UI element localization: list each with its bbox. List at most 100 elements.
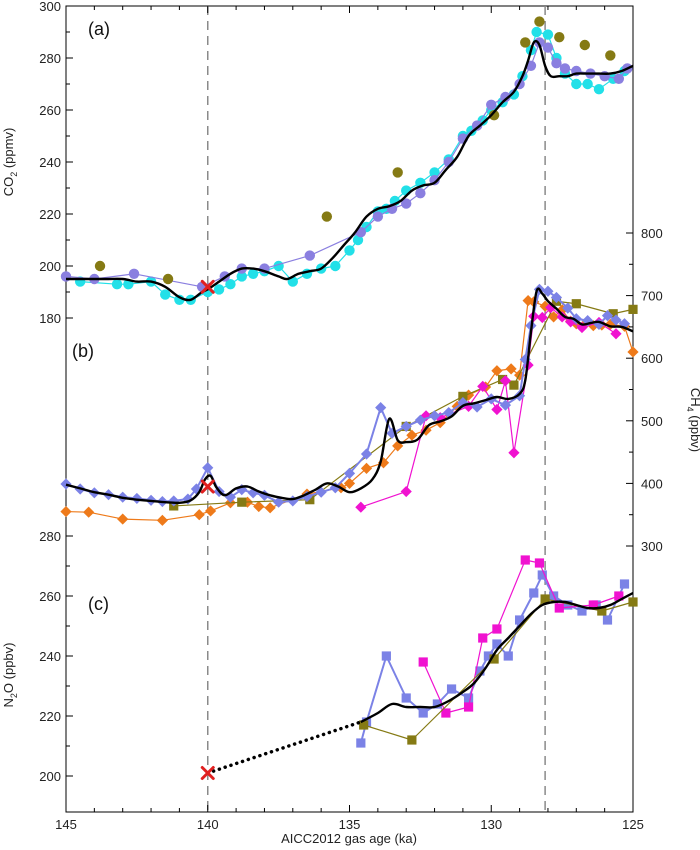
y-tick-label: 500	[641, 414, 663, 429]
purple-circle-marker	[500, 91, 511, 103]
slate-square-marker	[418, 708, 428, 718]
co2-axis-title-sub: 2	[9, 172, 19, 177]
slate-square-marker	[619, 579, 630, 589]
olive-square-marker	[608, 309, 618, 319]
magenta-square-marker	[588, 600, 598, 610]
orange-diamond-marker	[587, 320, 599, 332]
olive-circle-marker	[392, 167, 403, 178]
y-tick-label: 220	[39, 207, 61, 222]
fit-curve	[360, 591, 634, 724]
orange-diamond-marker	[522, 295, 534, 307]
orange-diamond-marker	[83, 506, 95, 518]
cyan-circle-marker	[236, 271, 247, 282]
slate-square-marker	[356, 738, 366, 748]
slate-diamond-marker	[168, 495, 180, 507]
fit-curve	[66, 39, 634, 302]
olive-circle-marker	[94, 260, 106, 272]
olive-circle-marker	[554, 32, 565, 43]
olive-square-marker	[359, 720, 369, 730]
slate-diamond-marker	[131, 492, 143, 505]
slate-diamond-marker	[236, 484, 248, 496]
slate-square-marker	[503, 651, 513, 661]
co2-axis-title-unit: (ppmv)	[1, 128, 16, 172]
ch4-axis-title-unit: (ppbv)	[688, 412, 700, 452]
olive-circle-marker	[605, 50, 616, 61]
slate-square-marker	[381, 651, 391, 661]
olive-circle-marker	[579, 39, 591, 51]
slate-square-marker	[602, 615, 613, 625]
orange-diamond-marker	[117, 513, 129, 525]
magenta-diamond-marker	[499, 375, 512, 387]
co2-axis-title: CO2 (ppmv)	[1, 128, 19, 197]
magenta-diamond-marker	[556, 311, 568, 323]
purple-circle-marker	[304, 250, 316, 261]
magenta-square-marker	[492, 624, 502, 634]
orange-diamond-marker	[204, 505, 217, 517]
cyan-circle-marker	[352, 234, 364, 246]
slate-square-marker	[483, 651, 494, 661]
magenta-square-marker	[520, 555, 530, 565]
slate-diamond-marker	[601, 310, 614, 322]
cyan-circle-marker	[542, 29, 554, 40]
purple-circle-marker	[401, 198, 412, 209]
olive-square-marker	[305, 495, 315, 505]
purple-circle-marker	[542, 42, 554, 53]
y-tick-label: 220	[39, 709, 61, 724]
n2o-axis-title-sub: 2	[9, 693, 19, 698]
orange-diamond-marker	[491, 365, 503, 377]
magenta-diamond-marker	[610, 328, 622, 340]
cyan-circle-marker	[213, 284, 225, 295]
slate-diamond-marker	[343, 467, 356, 479]
x-tick-label: 125	[622, 817, 644, 832]
panel-a-label: (a)	[88, 19, 110, 39]
ch4-axis-title: CH4 (ppbv)	[685, 388, 700, 452]
cyan-circle-marker	[330, 260, 341, 272]
olive-circle-marker	[162, 273, 174, 285]
y-tick-label: 200	[39, 769, 61, 784]
olive-square-marker	[407, 735, 417, 745]
slate-diamond-marker	[360, 448, 373, 460]
red-x-marker	[200, 479, 215, 494]
panel-c-label: (c)	[88, 594, 109, 614]
y-tick-label: 280	[39, 51, 61, 66]
cyan-circle-marker	[344, 245, 355, 256]
slate-diamond-marker	[550, 291, 563, 304]
co2-axis-title-main: CO	[1, 177, 16, 197]
cyan-circle-marker	[111, 279, 123, 290]
orange-diamond-marker	[360, 462, 373, 474]
y-tick-label: 260	[39, 589, 61, 604]
olive-square-marker	[509, 380, 519, 390]
y-tick-label: 300	[39, 0, 61, 14]
slate-diamond-marker	[499, 399, 512, 411]
slate-diamond-marker	[514, 390, 526, 402]
slate-diamond-marker	[562, 302, 574, 314]
slate-diamond-marker	[610, 314, 622, 326]
panel-c-series	[200, 555, 638, 780]
slate-square-marker	[432, 699, 442, 709]
purple-circle-marker	[415, 188, 426, 199]
olive-square-marker	[458, 391, 468, 401]
magenta-square-marker	[478, 633, 488, 643]
magenta-diamond-marker	[565, 316, 577, 328]
cyan-circle-marker	[582, 78, 593, 90]
y-tick-label: 700	[641, 289, 663, 304]
slate-diamond-marker	[618, 318, 631, 330]
olive-circle-marker	[488, 110, 500, 121]
purple-circle-marker	[471, 120, 483, 131]
y-tick-label: 260	[39, 103, 61, 118]
plot-frame	[65, 5, 634, 813]
cyan-circle-marker	[531, 26, 542, 38]
slate-diamond-marker	[202, 462, 214, 474]
orange-diamond-marker	[193, 509, 205, 521]
slate-diamond-marker	[414, 414, 426, 426]
cyan-circle-marker	[160, 289, 171, 300]
slate-diamond-marker	[428, 410, 441, 422]
cyan-circle-marker	[429, 167, 440, 178]
olive-square-marker	[597, 606, 607, 616]
y-tick-label: 400	[641, 476, 663, 491]
slate-diamond-marker	[542, 285, 554, 297]
olive-square-marker	[489, 654, 499, 664]
olive-square-marker	[628, 304, 638, 314]
purple-circle-marker	[551, 58, 562, 69]
